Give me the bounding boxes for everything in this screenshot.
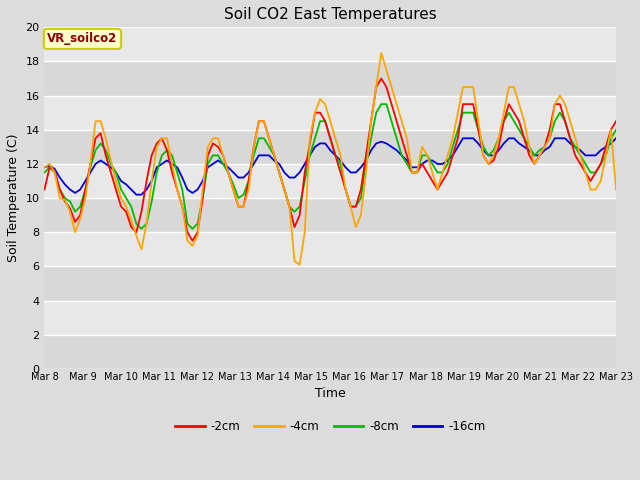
Bar (45, 130, 616, 164)
Bar (45, 232, 616, 266)
Bar (45, 300, 616, 335)
Bar (45, 61, 616, 96)
Title: Soil CO2 East Temperatures: Soil CO2 East Temperatures (224, 7, 436, 22)
Bar (45, 96, 616, 130)
X-axis label: Time: Time (315, 387, 346, 400)
Bar (45, 198, 616, 232)
Bar (45, 335, 616, 369)
Text: VR_soilco2: VR_soilco2 (47, 33, 118, 46)
Bar (45, 266, 616, 300)
Bar (45, 164, 616, 198)
Bar (45, 27, 616, 61)
Legend: -2cm, -4cm, -8cm, -16cm: -2cm, -4cm, -8cm, -16cm (170, 416, 490, 438)
Y-axis label: Soil Temperature (C): Soil Temperature (C) (7, 134, 20, 262)
